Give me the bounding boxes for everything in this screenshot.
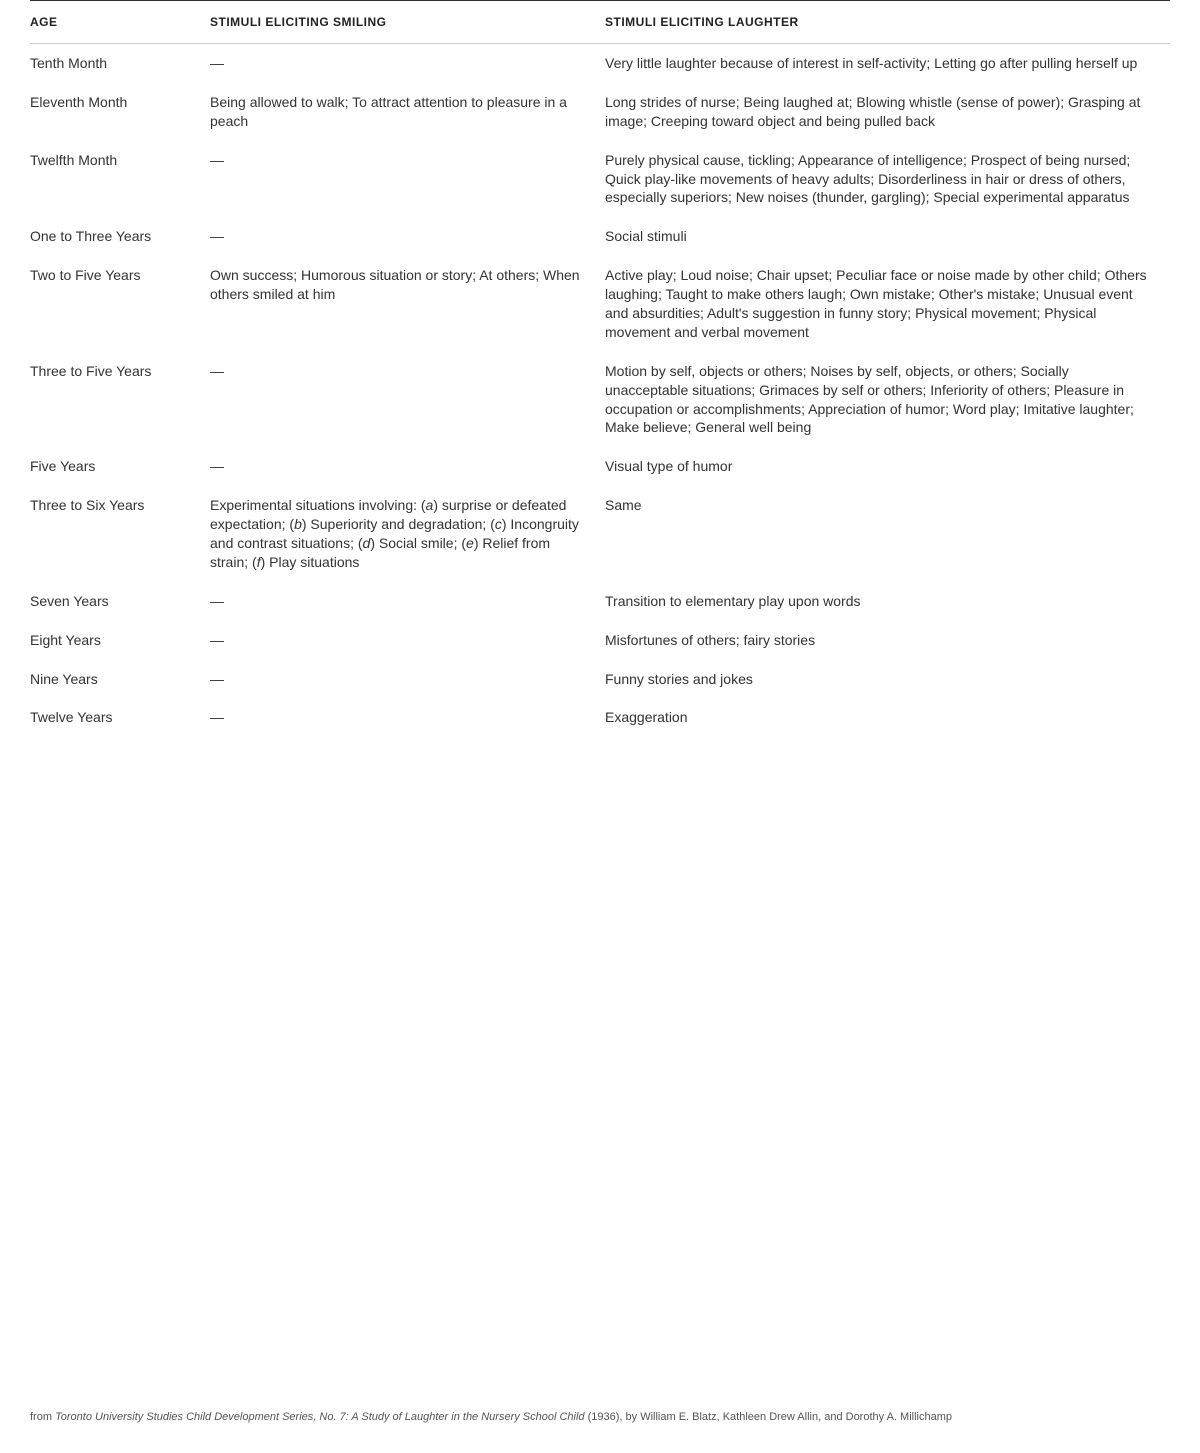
laughter-cell: Very little laughter because of interest… bbox=[605, 44, 1170, 83]
table-row: Tenth Month— Very little laughter because… bbox=[30, 44, 1170, 83]
table-row: Seven Years— Transition to elementary pla… bbox=[30, 582, 1170, 621]
table-row: Twelve Years— Exaggeration bbox=[30, 698, 1170, 737]
age-cell: Twelfth Month bbox=[30, 141, 210, 218]
table-row: Eight Years— Misfortunes of others; fairy… bbox=[30, 621, 1170, 660]
laughter-cell: Exaggeration bbox=[605, 698, 1170, 737]
laughter-cell: Same bbox=[605, 486, 1170, 582]
footer-year-authors: (1936), by William E. Blatz, Kathleen Dr… bbox=[585, 1411, 952, 1423]
laughter-cell: Purely physical cause, tickling; Appeara… bbox=[605, 141, 1170, 218]
table-row: Three to Five Years— Motion by self, obje… bbox=[30, 352, 1170, 448]
age-cell: Two to Five Years bbox=[30, 256, 210, 352]
smiling-cell: — bbox=[210, 141, 605, 218]
laughter-cell: Long strides of nurse; Being laughed at;… bbox=[605, 83, 1170, 141]
table-row: Eleventh MonthBeing allowed to walk; To … bbox=[30, 83, 1170, 141]
smiling-cell: Experimental situations involving: (a) s… bbox=[210, 486, 605, 582]
laughter-cell: Active play; Loud noise; Chair upset; Pe… bbox=[605, 256, 1170, 352]
table-header-row: AGE STIMULI ELICITING SMILING STIMULI EL… bbox=[30, 1, 1170, 44]
emdash-icon: — bbox=[210, 671, 224, 687]
stimuli-table-container: AGE STIMULI ELICITING SMILING STIMULI EL… bbox=[30, 0, 1170, 737]
source-citation: from Toronto University Studies Child De… bbox=[30, 1410, 1170, 1425]
age-cell: One to Three Years bbox=[30, 217, 210, 256]
emdash-icon: — bbox=[210, 55, 224, 71]
age-cell: Twelve Years bbox=[30, 698, 210, 737]
laughter-cell: Visual type of humor bbox=[605, 447, 1170, 486]
smiling-cell: — bbox=[210, 621, 605, 660]
age-cell: Eleventh Month bbox=[30, 83, 210, 141]
smiling-cell: — bbox=[210, 352, 605, 448]
laughter-cell: Transition to elementary play upon words bbox=[605, 582, 1170, 621]
emdash-icon: — bbox=[210, 458, 224, 474]
age-cell: Seven Years bbox=[30, 582, 210, 621]
smiling-cell: Own success; Humorous situation or story… bbox=[210, 256, 605, 352]
footer-prefix: from bbox=[30, 1411, 55, 1423]
laughter-cell: Funny stories and jokes bbox=[605, 660, 1170, 699]
column-header-laughter: STIMULI ELICITING LAUGHTER bbox=[605, 1, 1170, 44]
smiling-cell: — bbox=[210, 698, 605, 737]
table-row: Nine Years— Funny stories and jokes bbox=[30, 660, 1170, 699]
table-row: Two to Five YearsOwn success; Humorous s… bbox=[30, 256, 1170, 352]
age-cell: Eight Years bbox=[30, 621, 210, 660]
smiling-cell: — bbox=[210, 217, 605, 256]
footer-source-title: Toronto University Studies Child Develop… bbox=[55, 1411, 585, 1423]
smiling-cell: Being allowed to walk; To attract attent… bbox=[210, 83, 605, 141]
age-cell: Tenth Month bbox=[30, 44, 210, 83]
table-row: Five Years— Visual type of humor bbox=[30, 447, 1170, 486]
smiling-cell: — bbox=[210, 44, 605, 83]
column-header-age: AGE bbox=[30, 1, 210, 44]
age-cell: Three to Five Years bbox=[30, 352, 210, 448]
smiling-cell: — bbox=[210, 447, 605, 486]
emdash-icon: — bbox=[210, 363, 224, 379]
smiling-cell: — bbox=[210, 660, 605, 699]
smiling-cell: — bbox=[210, 582, 605, 621]
emdash-icon: — bbox=[210, 632, 224, 648]
laughter-cell: Misfortunes of others; fairy stories bbox=[605, 621, 1170, 660]
laughter-cell: Motion by self, objects or others; Noise… bbox=[605, 352, 1170, 448]
column-header-smiling: STIMULI ELICITING SMILING bbox=[210, 1, 605, 44]
table-row: Twelfth Month— Purely physical cause, tic… bbox=[30, 141, 1170, 218]
stimuli-table: AGE STIMULI ELICITING SMILING STIMULI EL… bbox=[30, 0, 1170, 737]
emdash-icon: — bbox=[210, 593, 224, 609]
age-cell: Nine Years bbox=[30, 660, 210, 699]
emdash-icon: — bbox=[210, 228, 224, 244]
laughter-cell: Social stimuli bbox=[605, 217, 1170, 256]
age-cell: Three to Six Years bbox=[30, 486, 210, 582]
table-row: Three to Six YearsExperimental situation… bbox=[30, 486, 1170, 582]
emdash-icon: — bbox=[210, 709, 224, 725]
table-body: Tenth Month—Very little laughter because… bbox=[30, 44, 1170, 738]
emdash-icon: — bbox=[210, 152, 224, 168]
table-row: One to Three Years— Social stimuli bbox=[30, 217, 1170, 256]
age-cell: Five Years bbox=[30, 447, 210, 486]
